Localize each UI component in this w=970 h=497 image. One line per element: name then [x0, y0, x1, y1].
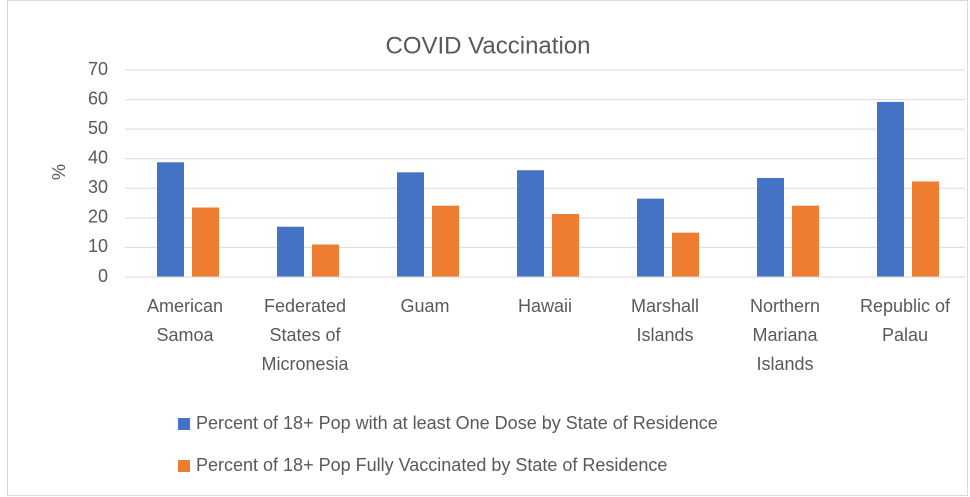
- legend-label: Percent of 18+ Pop with at least One Dos…: [196, 413, 718, 433]
- bar: [877, 101, 904, 278]
- x-tick-label: Northern Mariana Islands: [750, 296, 820, 374]
- bar: [517, 170, 544, 277]
- bar: [192, 207, 219, 277]
- y-tick-label: 30: [88, 177, 108, 197]
- bar: [552, 214, 579, 277]
- y-axis-label: %: [49, 164, 69, 180]
- chart-title: COVID Vaccination: [386, 32, 591, 59]
- bar: [157, 162, 184, 277]
- bar: [432, 205, 459, 277]
- bar: [912, 181, 939, 277]
- legend-label: Percent of 18+ Pop Fully Vaccinated by S…: [196, 455, 667, 475]
- y-tick-label: 50: [88, 118, 108, 138]
- x-tick-label: Federated States of Micronesia: [261, 296, 349, 374]
- y-tick-label: 20: [88, 207, 108, 227]
- legend-swatch: [178, 418, 190, 430]
- bar: [672, 232, 699, 277]
- x-tick-label: Republic of Palau: [860, 296, 951, 345]
- x-tick-label: Guam: [400, 296, 449, 316]
- x-tick-label: Hawaii: [518, 296, 572, 316]
- bar: [637, 198, 664, 277]
- x-tick-label: Marshall Islands: [631, 296, 699, 345]
- bar: [757, 177, 784, 277]
- y-tick-label: 60: [88, 88, 108, 108]
- bar: [792, 205, 819, 277]
- y-tick-label: 70: [88, 59, 108, 79]
- bar: [312, 244, 339, 277]
- y-tick-label: 10: [88, 236, 108, 256]
- legend-swatch: [178, 460, 190, 472]
- bar: [397, 172, 424, 277]
- y-tick-label: 0: [98, 266, 108, 286]
- x-tick-label: American Samoa: [147, 296, 223, 345]
- bar: [277, 226, 304, 277]
- y-tick-label: 40: [88, 147, 108, 167]
